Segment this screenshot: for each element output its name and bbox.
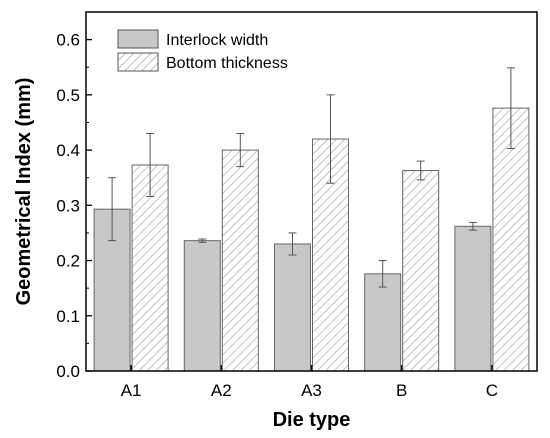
error-bar [416,160,425,181]
x-axis-title: Die type [273,409,351,431]
bar-interlock-width [364,273,402,372]
x-tick-label: A2 [211,381,232,400]
y-tick-label: 0.5 [56,86,80,105]
x-tick-label: B [396,381,407,400]
bar-bottom-thickness [402,170,440,372]
legend: Interlock width Bottom thickness [117,29,288,72]
bar-bottom-thickness [131,164,169,372]
error-bar [108,177,117,242]
error-bar [288,232,297,256]
y-ticks-layer: 0.0 0.1 0.2 0.3 0.4 0.5 0.6 [56,11,92,381]
y-axis-title: Geometrical Index (mm) [13,78,35,306]
y-tick-label: 0.3 [56,196,80,215]
error-bar [326,94,335,184]
bar-bottom-thickness [221,149,259,372]
bars-layer [93,107,530,372]
bar-bottom-thickness [492,107,530,372]
error-bar [146,133,155,197]
x-tick-label: C [486,381,498,400]
error-bar [468,221,477,231]
legend-swatch-bottom-thickness [117,52,159,72]
bar-interlock-width [454,225,492,372]
legend-label-interlock-width: Interlock width [166,32,268,49]
y-tick-label: 0.1 [56,307,80,326]
y-tick-label: 0.0 [56,362,80,381]
y-tick-label: 0.2 [56,252,80,271]
error-bar [236,133,245,168]
y-tick-label: 0.6 [56,31,80,50]
error-bars-layer [108,67,515,288]
x-tick-label: A3 [301,381,322,400]
x-ticks-layer: A1 A2 A3 B C [121,365,498,400]
error-bar [378,260,387,288]
y-tick-label: 0.4 [56,141,80,160]
error-bar [506,67,515,149]
x-tick-label: A1 [121,381,142,400]
bar-interlock-width [274,243,311,372]
legend-label-bottom-thickness: Bottom thickness [166,55,288,72]
error-bar [198,238,207,243]
bar-interlock-width [183,240,221,372]
legend-swatch-interlock-width [117,29,159,49]
plot-frame [85,11,538,372]
